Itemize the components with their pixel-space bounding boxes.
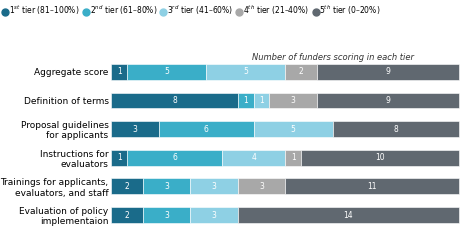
Bar: [238, 178, 285, 194]
Text: 1: 1: [117, 67, 122, 76]
Text: 1: 1: [291, 153, 295, 162]
Bar: [111, 121, 159, 137]
Text: 6: 6: [172, 153, 177, 162]
Text: 9: 9: [385, 96, 390, 105]
Bar: [111, 207, 143, 223]
Text: 10: 10: [375, 153, 385, 162]
Text: 8: 8: [172, 96, 177, 105]
Text: 3: 3: [212, 182, 217, 191]
Bar: [317, 93, 459, 108]
Bar: [143, 178, 191, 194]
Bar: [222, 150, 285, 165]
Text: 9: 9: [385, 67, 390, 76]
Bar: [333, 121, 459, 137]
Text: 1: 1: [259, 96, 264, 105]
Bar: [285, 150, 301, 165]
Bar: [111, 64, 127, 80]
Bar: [206, 64, 285, 80]
Bar: [301, 150, 459, 165]
Text: 6: 6: [204, 125, 209, 134]
Bar: [111, 178, 143, 194]
Text: 2: 2: [125, 210, 129, 219]
Text: 3: 3: [212, 210, 217, 219]
Text: 3: 3: [259, 182, 264, 191]
Bar: [285, 178, 459, 194]
Bar: [191, 207, 238, 223]
Text: 2: 2: [299, 67, 303, 76]
Text: 2: 2: [125, 182, 129, 191]
Text: 3: 3: [133, 125, 137, 134]
Legend: 1$^{st}$ tier (81–100%), 2$^{nd}$ tier (61–80%), 3$^{rd}$ tier (41–60%), 4$^{th}: 1$^{st}$ tier (81–100%), 2$^{nd}$ tier (…: [4, 4, 381, 17]
Text: 8: 8: [393, 125, 398, 134]
Text: 1: 1: [117, 153, 122, 162]
Bar: [254, 121, 333, 137]
Bar: [238, 93, 254, 108]
Bar: [269, 93, 317, 108]
Text: 5: 5: [291, 125, 295, 134]
Bar: [159, 121, 254, 137]
Bar: [111, 93, 238, 108]
Bar: [127, 64, 206, 80]
Text: 3: 3: [291, 96, 295, 105]
Text: 5: 5: [164, 67, 169, 76]
Bar: [111, 150, 127, 165]
Bar: [238, 207, 459, 223]
Bar: [191, 178, 238, 194]
Text: Number of funders scoring in each tier: Number of funders scoring in each tier: [252, 52, 414, 61]
Text: 14: 14: [344, 210, 353, 219]
Text: 5: 5: [243, 67, 248, 76]
Bar: [143, 207, 191, 223]
Bar: [285, 64, 317, 80]
Text: 3: 3: [164, 210, 169, 219]
Text: 4: 4: [251, 153, 256, 162]
Bar: [254, 93, 269, 108]
Text: 3: 3: [164, 182, 169, 191]
Text: 1: 1: [243, 96, 248, 105]
Text: 11: 11: [367, 182, 377, 191]
Bar: [127, 150, 222, 165]
Bar: [317, 64, 459, 80]
